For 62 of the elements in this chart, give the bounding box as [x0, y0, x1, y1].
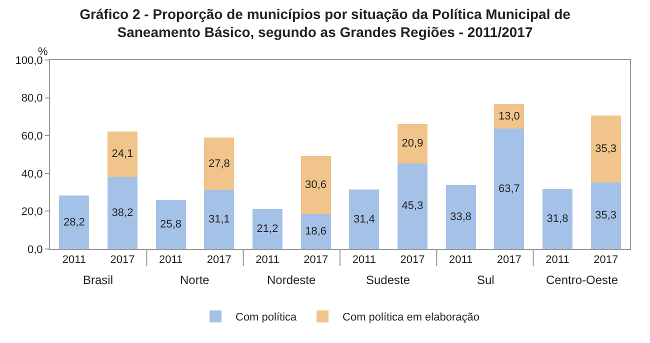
data-label: 31,8 — [546, 212, 568, 225]
text: Norte — [180, 273, 210, 287]
data-label: 21,2 — [256, 222, 278, 235]
data-label: 27,8 — [208, 158, 230, 170]
bar — [300, 214, 331, 249]
data-label: 38,2 — [112, 206, 134, 219]
bar — [494, 128, 524, 249]
bar — [59, 196, 90, 249]
bar — [108, 176, 138, 249]
data-label: 25,8 — [160, 218, 182, 231]
text: Nordeste — [267, 273, 316, 287]
x-tick-label: 2017 — [110, 254, 135, 266]
bar — [590, 116, 621, 182]
text: Centro-Oeste — [546, 273, 618, 287]
bar — [398, 163, 428, 249]
x-tick-label: 2011 — [546, 254, 570, 266]
x-tick-label: 2011 — [352, 254, 376, 266]
text: Brasil — [83, 273, 114, 287]
bar — [542, 188, 572, 249]
bar — [252, 208, 282, 249]
bar — [204, 190, 234, 249]
x-tick-label: 2017 — [400, 254, 425, 266]
bar — [446, 185, 476, 249]
data-label: 33,8 — [450, 211, 472, 224]
x-tick-label: 2017 — [496, 254, 522, 266]
y-tick-label: 0,0 — [28, 244, 43, 256]
data-label: 35,3 — [595, 210, 617, 222]
data-label: 20,9 — [402, 138, 424, 150]
data-label: 28,2 — [63, 216, 85, 228]
y-tick-label: 80,0 — [21, 92, 43, 105]
bar — [349, 190, 380, 249]
data-label: 63,7 — [498, 182, 520, 195]
data-label: 24,1 — [112, 148, 134, 160]
x-tick-label: 2017 — [206, 254, 232, 266]
legend-label: Com política — [236, 312, 298, 324]
x-tick-label: 2011 — [62, 254, 86, 266]
data-label: 13,0 — [498, 110, 520, 122]
bar — [108, 131, 138, 177]
data-label: 30,6 — [305, 178, 327, 191]
x-tick-label: 2011 — [159, 254, 183, 266]
y-tick-label: 40,0 — [21, 168, 43, 180]
bar — [156, 200, 186, 249]
x-tick-label: 2017 — [304, 254, 328, 266]
bar — [204, 138, 234, 190]
chart-title: Gráfico 2 - Proporção de municípios por situação da Política Municipal de Saneamento Básico, segundo as Grandes Regiões - 2011/2017 — [80, 6, 571, 40]
bar — [494, 104, 524, 129]
data-label: 31,1 — [208, 214, 230, 226]
legend-label: Com política em elaboração — [342, 312, 480, 324]
x-tick-label: 2011 — [256, 254, 280, 266]
y-tick-label: 20,0 — [21, 206, 43, 218]
y-tick-label: 60,0 — [21, 130, 43, 142]
data-label: 31,4 — [353, 213, 375, 226]
bar — [398, 124, 428, 164]
data-label: 18,6 — [305, 225, 327, 238]
data-label: 45,3 — [402, 200, 424, 212]
bar — [590, 182, 621, 249]
x-tick-label: 2011 — [449, 254, 473, 266]
x-tick-label: 2017 — [594, 254, 618, 266]
text: Sudeste — [366, 273, 410, 287]
text: Sul — [477, 273, 494, 287]
data-label: 35,3 — [595, 142, 617, 155]
bar — [300, 156, 331, 214]
